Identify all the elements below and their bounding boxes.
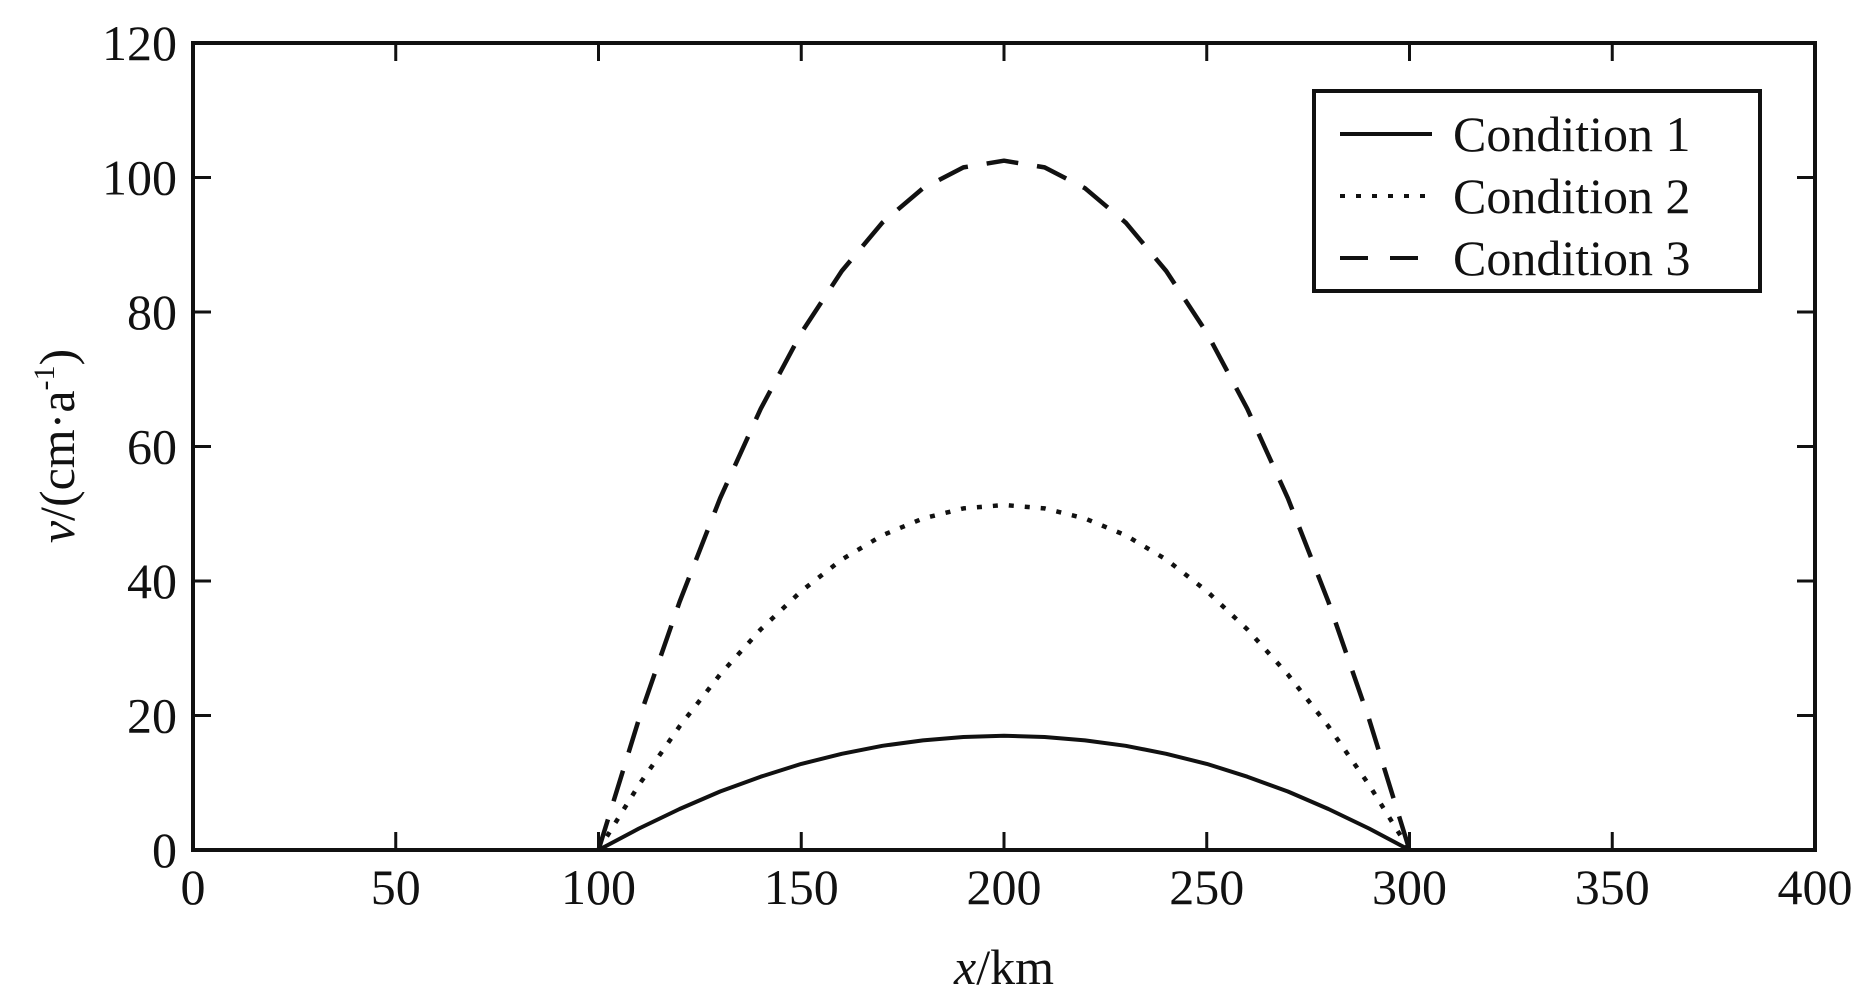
series-line-condition-2 <box>596 502 1412 852</box>
x-tick-labels: 0 50 100 150 200 250 300 350 400 <box>181 859 1853 915</box>
legend-label: Condition 1 <box>1453 106 1691 162</box>
x-tick-label: 300 <box>1372 859 1447 915</box>
y-axis-unit: /(cm·a <box>29 390 85 520</box>
plot-frame <box>191 41 1817 852</box>
legend-label: Condition 3 <box>1453 230 1691 286</box>
legend: Condition 1 Condition 2 Condition 3 <box>1312 89 1762 293</box>
series-line-condition-1 <box>597 733 1411 852</box>
x-axis-var: x <box>953 939 976 995</box>
x-tick-label: 350 <box>1575 859 1650 915</box>
y-axis-label: v/(cm·a-1) <box>28 349 85 543</box>
series-layer <box>596 158 1412 852</box>
x-tick-label: 200 <box>967 859 1042 915</box>
x-axis-unit: /km <box>976 939 1054 995</box>
x-tick-label: 0 <box>181 859 206 915</box>
y-tick-label: 100 <box>102 150 177 206</box>
legend-label: Condition 2 <box>1453 168 1691 224</box>
y-tick-label: 20 <box>127 688 177 744</box>
x-tick-label: 250 <box>1169 859 1244 915</box>
y-axis-var: v <box>29 520 85 543</box>
y-tick-labels: 0 20 40 60 80 100 120 <box>102 15 177 878</box>
x-tick-label: 400 <box>1778 859 1853 915</box>
legend-items: Condition 1 Condition 2 Condition 3 <box>1340 106 1691 286</box>
y-tick-label: 60 <box>127 419 177 475</box>
x-tick-label: 100 <box>561 859 636 915</box>
y-axis-unit-close: ) <box>29 349 85 366</box>
y-tick-label: 80 <box>127 284 177 340</box>
x-axis-label: x/km <box>953 939 1054 995</box>
y-axis-unit-exponent: -1 <box>28 365 61 390</box>
y-tick-label: 120 <box>102 15 177 71</box>
y-tick-label: 0 <box>152 822 177 878</box>
x-tick-label: 150 <box>764 859 839 915</box>
legend-box <box>1312 89 1762 293</box>
y-tick-label: 40 <box>127 553 177 609</box>
series-line-condition-3 <box>596 158 1412 851</box>
x-tick-label: 50 <box>371 859 421 915</box>
